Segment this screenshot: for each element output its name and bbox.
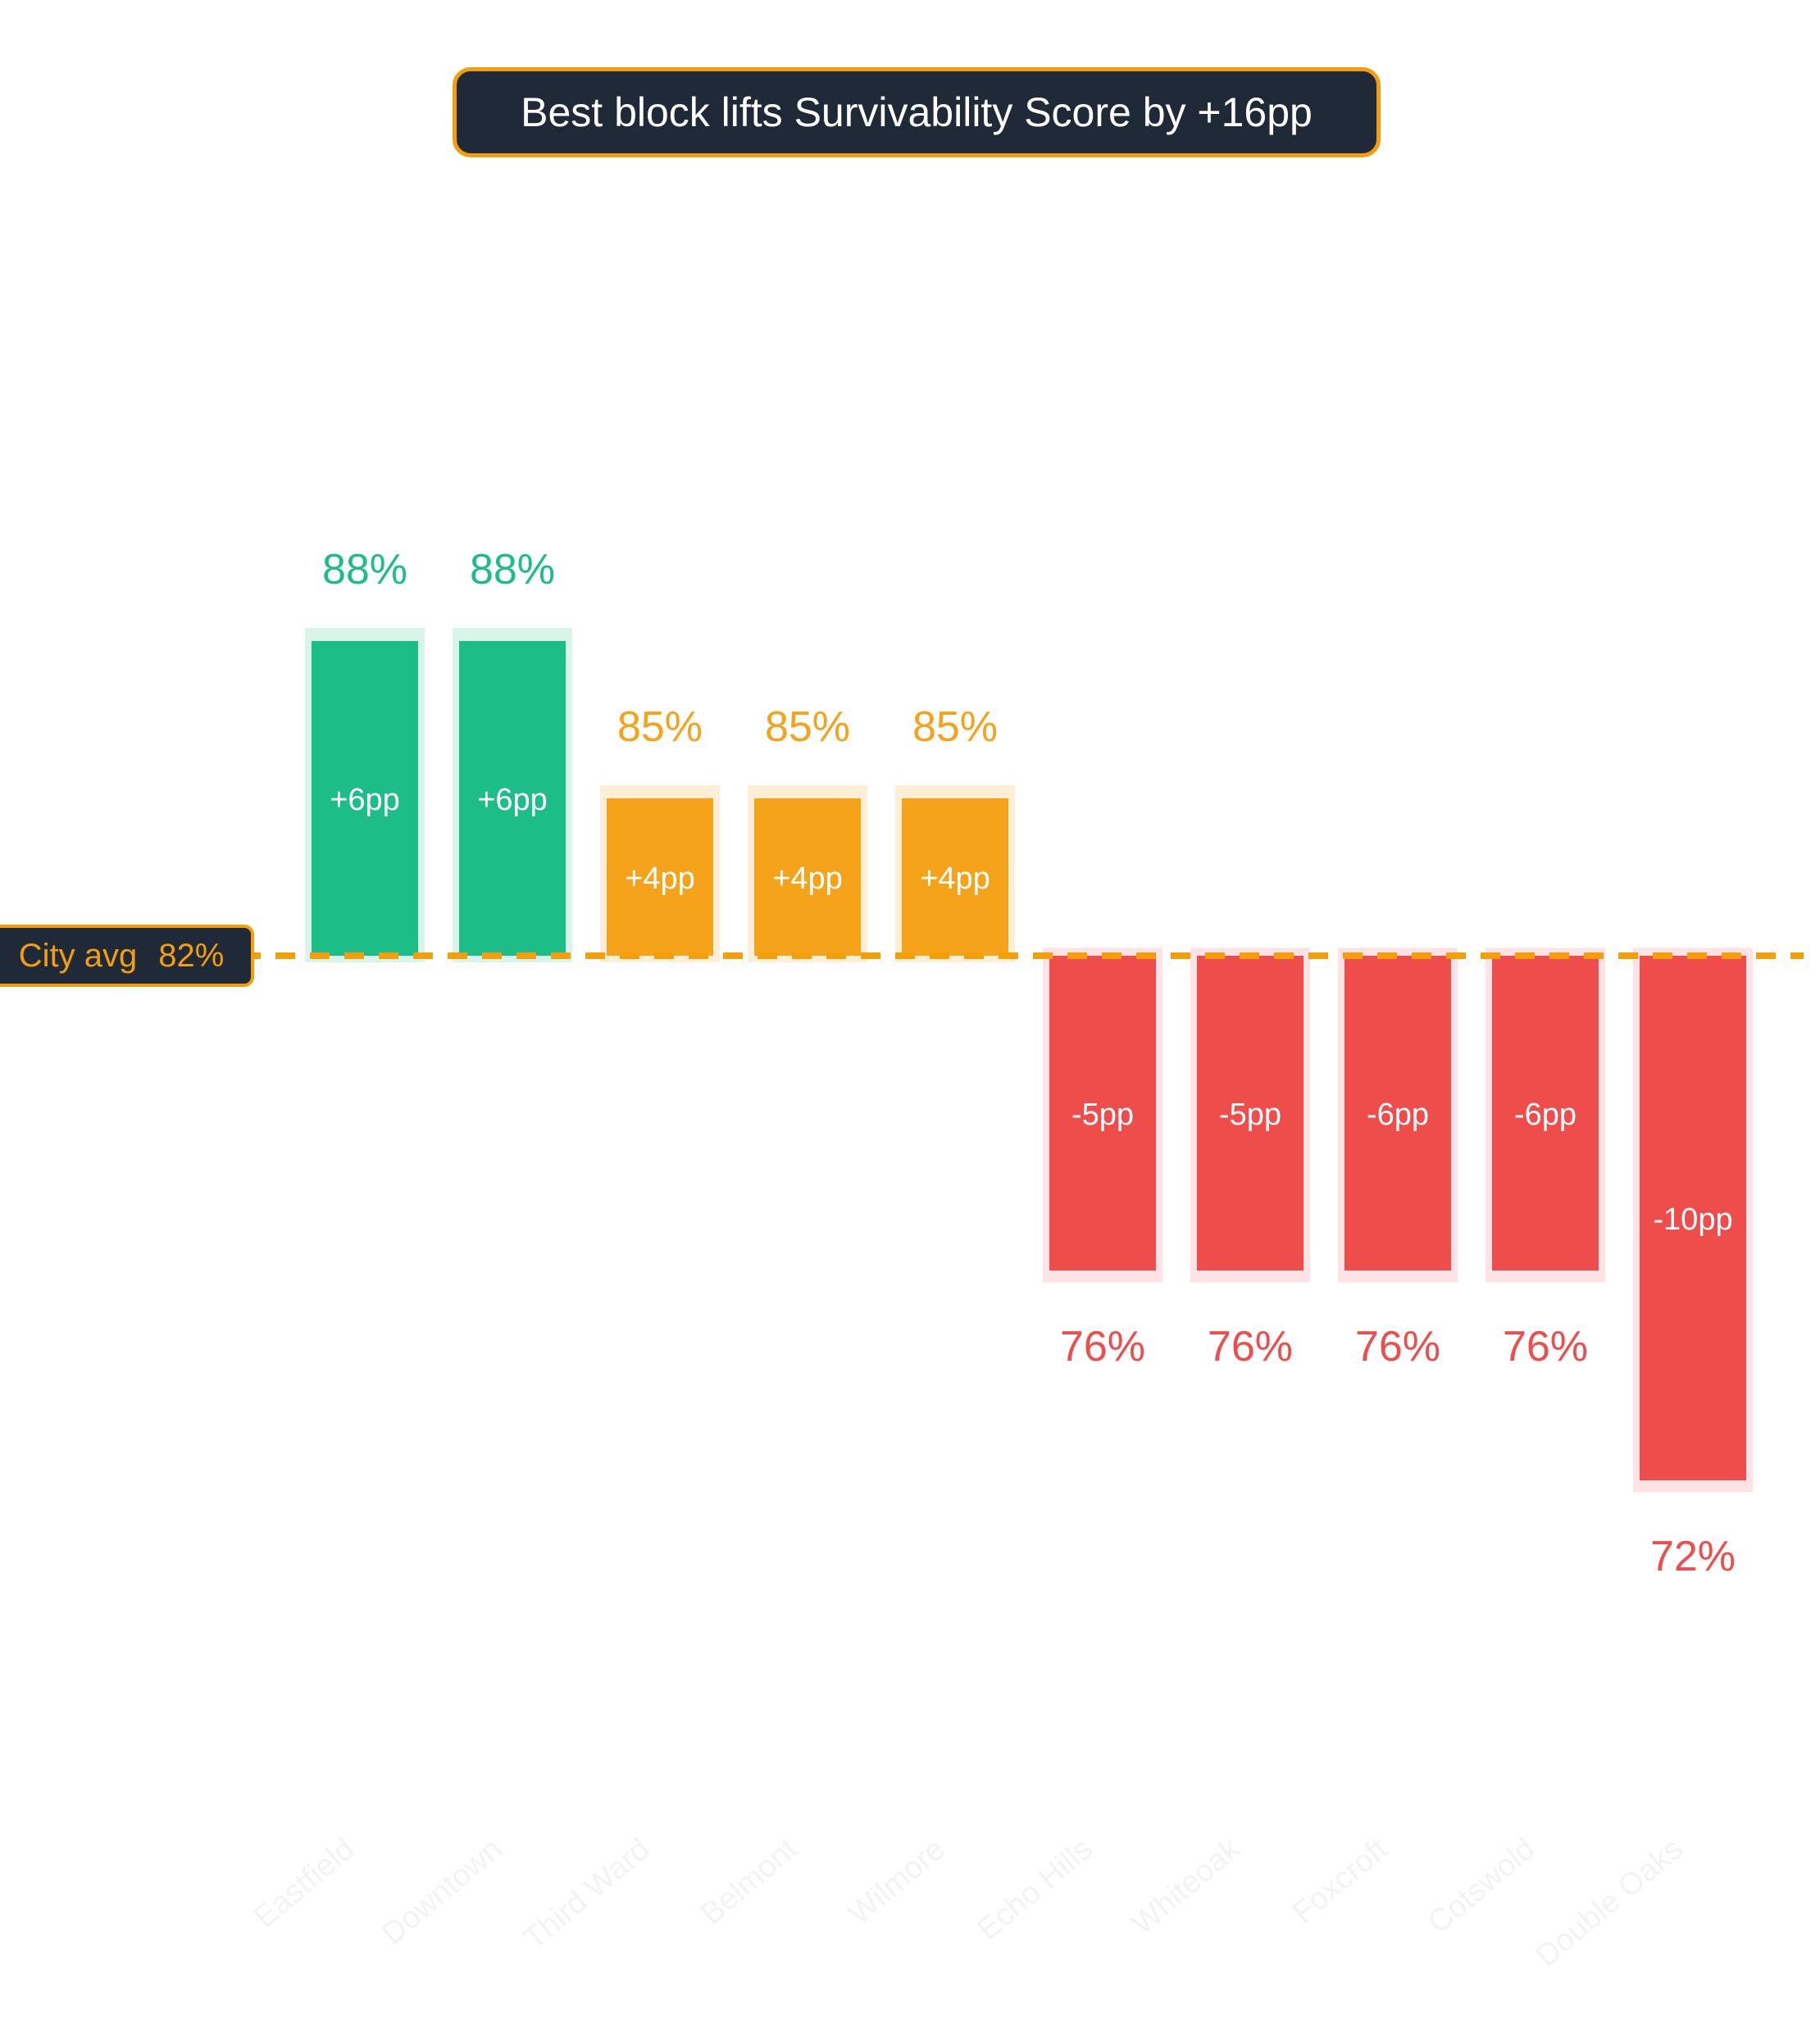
category-tick-label: Echo Hills <box>971 1832 1099 1948</box>
chart-title-box: Best block lifts Survivability Score by … <box>453 67 1381 157</box>
bar <box>1492 956 1599 1271</box>
category-tick-label: Whiteoak <box>1125 1831 1247 1942</box>
delta-label: +4pp <box>920 861 990 896</box>
category-tick-label: Downtown <box>375 1832 509 1952</box>
value-label: 76% <box>1355 1323 1440 1371</box>
value-label: 76% <box>1503 1323 1588 1371</box>
value-label: 72% <box>1650 1533 1736 1580</box>
bar <box>754 798 861 956</box>
value-label: 76% <box>1208 1323 1293 1371</box>
category-tick-label: Belmont <box>694 1831 804 1931</box>
bar <box>1049 956 1156 1271</box>
city-average-value: 82% <box>158 937 225 974</box>
delta-label: +4pp <box>625 861 695 896</box>
value-label: 85% <box>912 703 998 751</box>
delta-label: +6pp <box>330 783 400 817</box>
bar <box>1197 956 1304 1271</box>
category-tick-label: Cotswold <box>1422 1832 1542 1941</box>
chart-title: Best block lifts Survivability Score by … <box>521 89 1313 135</box>
delta-label: +6pp <box>477 783 548 817</box>
category-tick-label: Wilmore <box>842 1832 952 1932</box>
bar <box>902 798 1008 956</box>
value-label: 85% <box>765 703 850 751</box>
city-average-label: City avg <box>18 937 138 974</box>
bars-layer <box>305 628 1753 1493</box>
bar <box>1345 956 1451 1271</box>
category-tick-label: Eastfield <box>248 1832 362 1935</box>
category-tick-label: Third Ward <box>517 1832 657 1957</box>
delta-label: -6pp <box>1367 1098 1429 1132</box>
category-tick-label: Foxcroft <box>1286 1831 1395 1930</box>
value-label: 88% <box>470 546 555 593</box>
delta-label: -6pp <box>1514 1098 1577 1132</box>
city-average-badge: City avg 82% <box>0 925 254 987</box>
labels-layer: +6pp 88% +6pp 88% +4pp 85% +4pp 85% +4pp 85% -5pp 7… <box>322 546 1736 1580</box>
delta-label: +4pp <box>772 861 843 896</box>
bar <box>1640 956 1746 1480</box>
value-label: 88% <box>322 546 407 593</box>
delta-label: -10pp <box>1653 1202 1732 1237</box>
delta-label: -5pp <box>1072 1098 1134 1132</box>
value-label: 76% <box>1060 1323 1145 1371</box>
category-tick-label: Double Oaks <box>1530 1832 1690 1974</box>
bar <box>459 641 566 956</box>
bar <box>607 798 713 956</box>
x-axis-tick-labels: Eastfield Downtown Third Ward Belmont Wilmor… <box>248 1831 1690 1974</box>
value-label: 85% <box>617 703 703 751</box>
delta-label: -5pp <box>1219 1098 1281 1132</box>
bar <box>312 641 418 956</box>
